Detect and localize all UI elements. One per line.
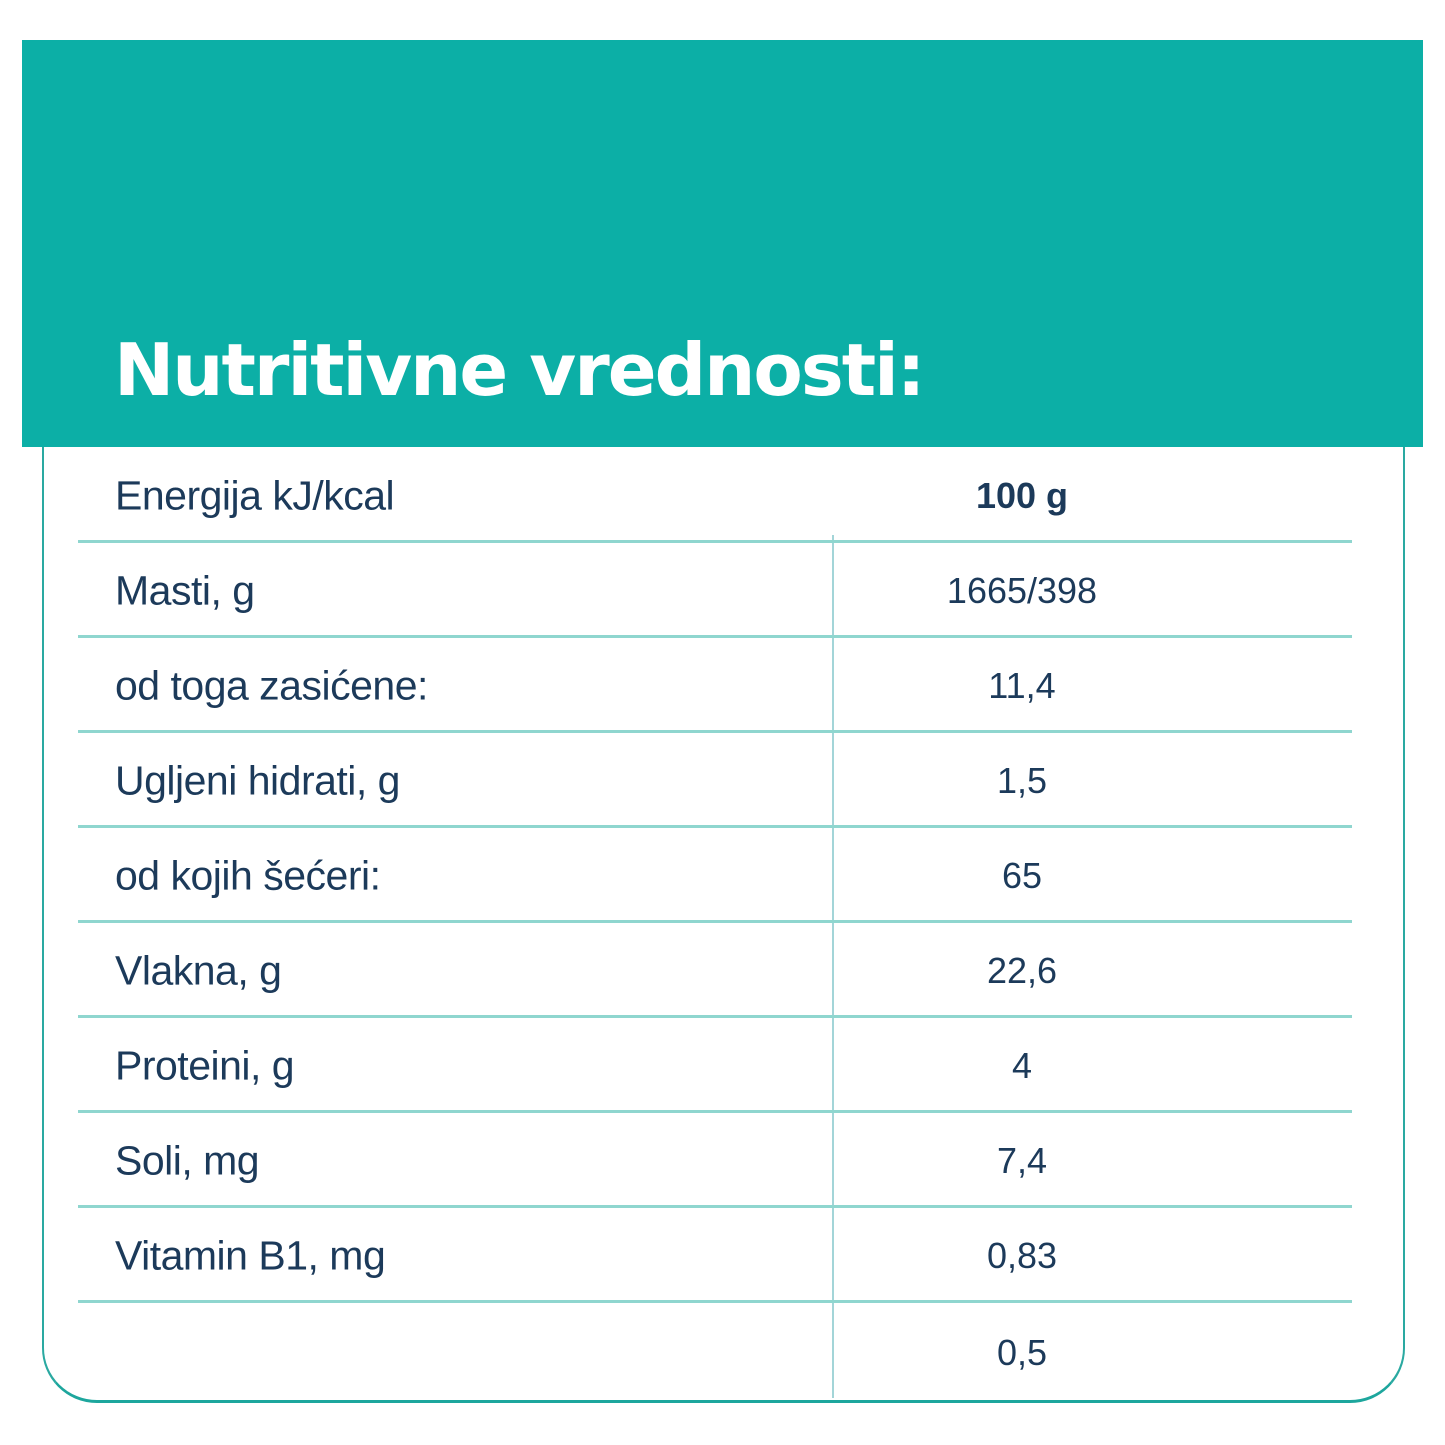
row-label: Energija kJ/kcal — [115, 472, 395, 519]
row-value: 7,4 — [996, 1140, 1048, 1182]
nutrition-banner: Nutritivne vrednosti: — [22, 40, 1423, 447]
table-row: Proteini, g 4 — [44, 1017, 1403, 1113]
row-label: Soli, mg — [115, 1137, 260, 1184]
row-value: 4 — [1011, 1045, 1033, 1087]
row-value: 22,6 — [986, 950, 1058, 992]
row-label: od toga zasićene: — [115, 662, 428, 709]
table-row: Vitamin B1, mg 0,83 — [44, 1207, 1403, 1303]
table-row-energy-header: Energija kJ/kcal 100 g — [44, 447, 1403, 543]
row-value: 65 — [1001, 855, 1043, 897]
column-header-amount: 100 g — [975, 475, 1069, 517]
row-label: Proteini, g — [115, 1042, 295, 1089]
table-row: Ugljeni hidrati, g 1,5 — [44, 732, 1403, 828]
table-row: Masti, g 1665/398 — [44, 542, 1403, 638]
row-label: od kojih šećeri: — [115, 852, 381, 899]
nutrition-table-card: Energija kJ/kcal 100 g Masti, g 1665/398… — [42, 447, 1405, 1403]
row-label: Vitamin B1, mg — [115, 1232, 386, 1279]
row-label: Masti, g — [115, 567, 255, 614]
table-row: Soli, mg 7,4 — [44, 1112, 1403, 1208]
row-value: 1665/398 — [946, 570, 1098, 612]
row-value: 0,83 — [986, 1235, 1058, 1277]
page-title: Nutritivne vrednosti: — [114, 328, 926, 412]
row-value: 11,4 — [988, 665, 1056, 707]
table-row: od kojih šećeri: 65 — [44, 827, 1403, 923]
row-value: 1,5 — [996, 760, 1048, 802]
row-label: Vlakna, g — [115, 947, 282, 994]
table-row: 0,5 — [44, 1302, 1403, 1400]
row-value: 0,5 — [996, 1331, 1048, 1373]
table-row: Vlakna, g 22,6 — [44, 922, 1403, 1018]
table-row: od toga zasićene: 11,4 — [44, 637, 1403, 733]
nutrition-table: Energija kJ/kcal 100 g Masti, g 1665/398… — [44, 447, 1403, 1400]
column-divider — [832, 535, 834, 1398]
row-label: Ugljeni hidrati, g — [115, 757, 401, 804]
